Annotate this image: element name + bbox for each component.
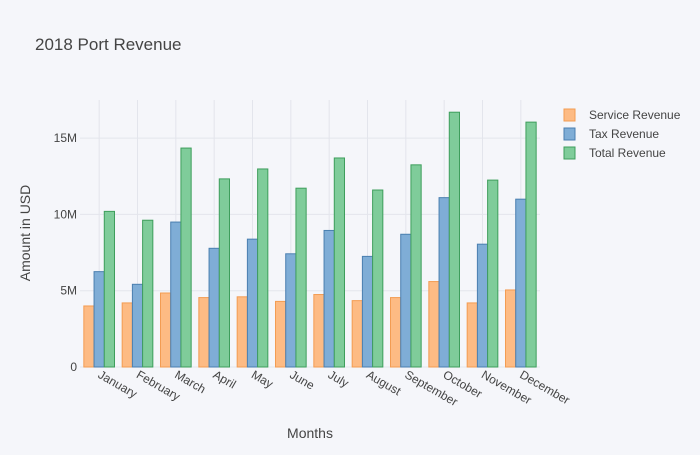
bar-tax-revenue[interactable] xyxy=(323,229,335,368)
bar-service-revenue[interactable] xyxy=(313,294,325,368)
legend-label[interactable]: Tax Revenue xyxy=(589,127,659,141)
y-axis-label: Amount in USD xyxy=(17,185,33,281)
bars xyxy=(83,111,537,368)
x-tick-label: January xyxy=(96,367,140,400)
chart-title: 2018 Port Revenue xyxy=(35,35,182,54)
bar-total-revenue[interactable] xyxy=(487,179,499,368)
legend[interactable]: Service Revenue Tax Revenue Total Revenue xyxy=(563,108,681,160)
bar-tax-revenue[interactable] xyxy=(246,238,259,368)
bar-total-revenue[interactable] xyxy=(295,187,307,368)
y-tick-label: 0 xyxy=(70,360,77,374)
legend-swatch xyxy=(563,146,576,160)
bar-service-revenue[interactable] xyxy=(466,302,478,368)
bar-total-revenue[interactable] xyxy=(218,178,230,368)
bar-tax-revenue[interactable] xyxy=(93,271,105,368)
bar-service-revenue[interactable] xyxy=(505,289,517,368)
y-axis-ticks: 0 5M 10M 15M xyxy=(54,131,78,374)
bar-service-revenue[interactable] xyxy=(160,292,172,368)
bar-total-revenue[interactable] xyxy=(180,147,192,368)
y-tick-label: 15M xyxy=(54,131,77,145)
bar-tax-revenue[interactable] xyxy=(170,221,182,368)
x-tick-label: May xyxy=(249,367,276,390)
legend-label[interactable]: Service Revenue xyxy=(589,108,681,122)
bar-tax-revenue[interactable] xyxy=(285,253,297,368)
x-tick-label: June xyxy=(287,367,317,392)
bar-total-revenue[interactable] xyxy=(333,157,345,368)
bar-service-revenue[interactable] xyxy=(198,297,210,368)
bar-service-revenue[interactable] xyxy=(121,302,133,368)
x-tick-label: July xyxy=(326,367,351,390)
bar-total-revenue[interactable] xyxy=(372,189,384,368)
bar-service-revenue[interactable] xyxy=(83,305,95,368)
bar-service-revenue[interactable] xyxy=(428,281,440,368)
legend-swatch xyxy=(563,127,576,141)
bar-service-revenue[interactable] xyxy=(275,300,287,368)
bar-tax-revenue[interactable] xyxy=(361,255,374,368)
bar-total-revenue[interactable] xyxy=(525,121,537,368)
x-tick-label: August xyxy=(364,367,404,398)
bar-service-revenue[interactable] xyxy=(351,300,363,368)
y-tick-label: 5M xyxy=(60,284,77,298)
legend-swatch xyxy=(563,108,576,122)
bar-total-revenue[interactable] xyxy=(448,111,460,368)
bar-total-revenue[interactable] xyxy=(257,168,269,368)
bar-tax-revenue[interactable] xyxy=(515,198,527,368)
bar-tax-revenue[interactable] xyxy=(400,233,412,368)
bar-total-revenue[interactable] xyxy=(410,164,422,368)
bar-tax-revenue[interactable] xyxy=(476,243,489,368)
bar-tax-revenue[interactable] xyxy=(208,247,220,368)
x-tick-label: April xyxy=(211,367,239,391)
y-tick-label: 10M xyxy=(54,207,77,221)
bar-total-revenue[interactable] xyxy=(103,210,116,368)
bar-service-revenue[interactable] xyxy=(236,296,248,368)
grid-lines xyxy=(80,100,540,368)
bar-tax-revenue[interactable] xyxy=(131,283,144,368)
bar-total-revenue[interactable] xyxy=(142,219,154,368)
bar-tax-revenue[interactable] xyxy=(438,197,450,368)
x-axis-label: Months xyxy=(287,425,333,441)
legend-label[interactable]: Total Revenue xyxy=(589,146,666,160)
bar-service-revenue[interactable] xyxy=(390,297,402,368)
